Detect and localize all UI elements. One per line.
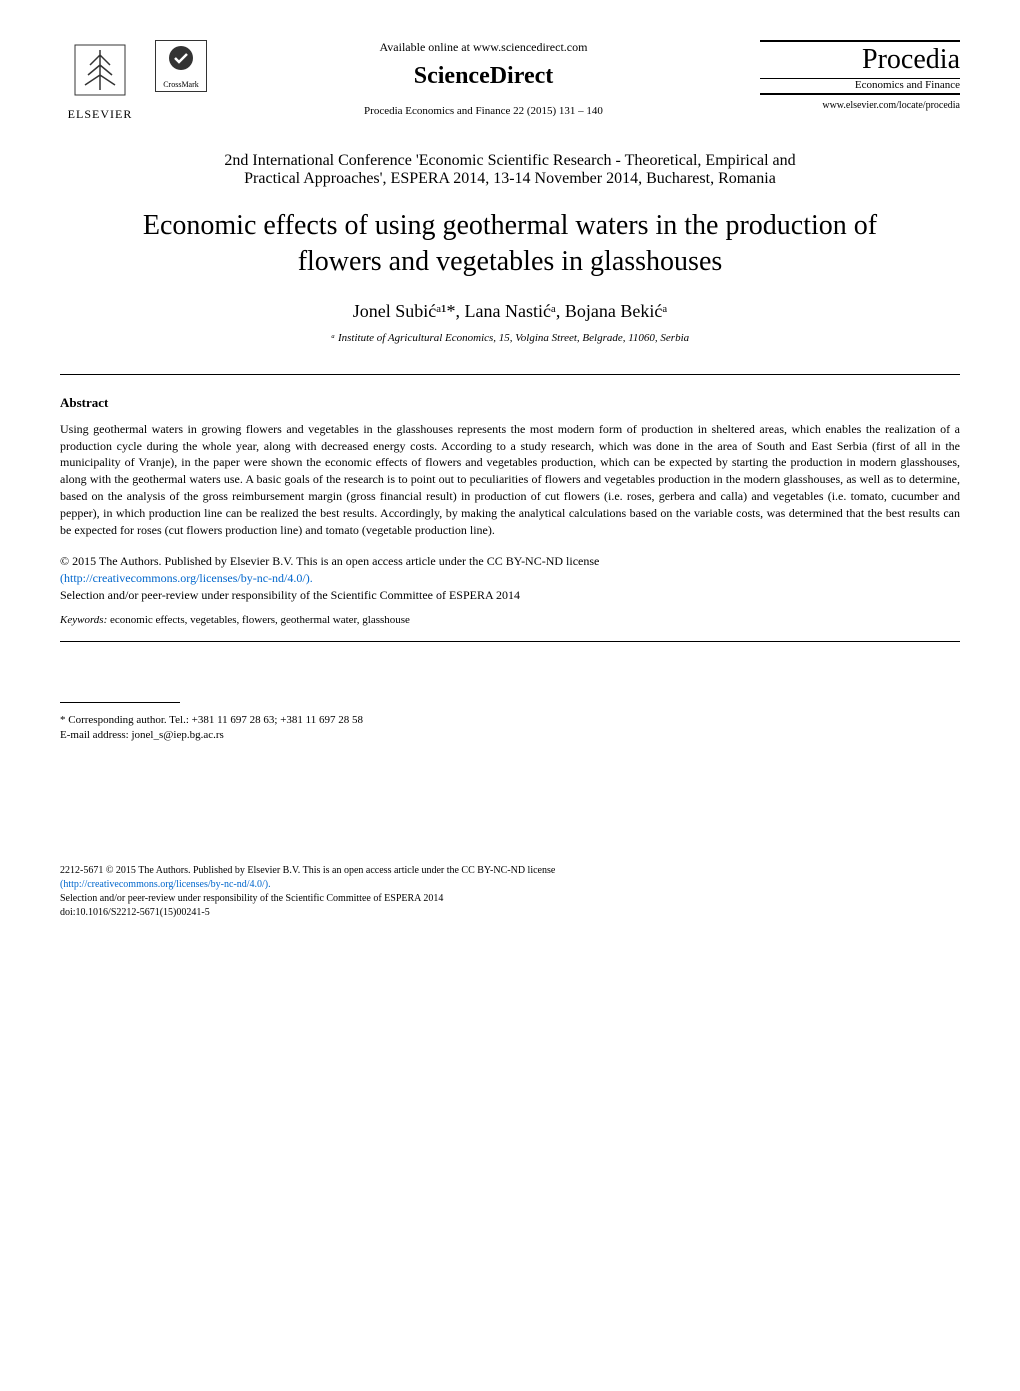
copyright-text: © 2015 The Authors. Published by Elsevie… xyxy=(60,554,599,568)
paper-title: Economic effects of using geothermal wat… xyxy=(60,208,960,281)
divider-bottom xyxy=(60,641,960,642)
journal-reference: Procedia Economics and Finance 22 (2015)… xyxy=(227,105,740,117)
elsevier-label: ELSEVIER xyxy=(60,107,140,122)
header-right: Procedia Economics and Finance www.elsev… xyxy=(760,40,960,111)
authors: Jonel Subićᵃ¹*, Lana Nastićᵃ, Bojana Bek… xyxy=(60,301,960,322)
crossmark-label: CrossMark xyxy=(163,80,199,89)
abstract-heading: Abstract xyxy=(60,395,960,411)
header-left: ELSEVIER CrossMark xyxy=(60,40,207,122)
footnote: * Corresponding author. Tel.: +381 11 69… xyxy=(60,713,960,744)
footer-selection: Selection and/or peer-review under respo… xyxy=(60,892,960,906)
crossmark-icon xyxy=(166,43,196,80)
email-address: E-mail address: jonel_s@iep.bg.ac.rs xyxy=(60,728,960,743)
keywords-label: Keywords: xyxy=(60,614,107,626)
license-block: © 2015 The Authors. Published by Elsevie… xyxy=(60,553,960,603)
title-line-1: Economic effects of using geothermal wat… xyxy=(60,208,960,244)
elsevier-tree-icon xyxy=(60,40,140,107)
crossmark-badge[interactable]: CrossMark xyxy=(155,40,207,92)
footer-doi: doi:10.1016/S2212-5671(15)00241-5 xyxy=(60,906,960,920)
procedia-title: Procedia xyxy=(760,40,960,79)
affiliation: ᵃ Institute of Agricultural Economics, 1… xyxy=(60,332,960,344)
conference-line-1: 2nd International Conference 'Economic S… xyxy=(60,152,960,170)
page-header: ELSEVIER CrossMark Available online at w… xyxy=(60,40,960,122)
sciencedirect-logo: ScienceDirect xyxy=(227,63,740,90)
elsevier-logo: ELSEVIER xyxy=(60,40,140,122)
conference-line-2: Practical Approaches', ESPERA 2014, 13-1… xyxy=(60,170,960,188)
corresponding-author: * Corresponding author. Tel.: +381 11 69… xyxy=(60,713,960,728)
conference-info: 2nd International Conference 'Economic S… xyxy=(60,152,960,188)
keywords-text: economic effects, vegetables, flowers, g… xyxy=(107,614,410,626)
procedia-subtitle: Economics and Finance xyxy=(760,79,960,95)
title-line-2: flowers and vegetables in glasshouses xyxy=(60,244,960,280)
abstract-text: Using geothermal waters in growing flowe… xyxy=(60,421,960,539)
divider-top xyxy=(60,374,960,375)
available-online-text: Available online at www.sciencedirect.co… xyxy=(227,40,740,55)
footnote-divider xyxy=(60,702,180,703)
page-footer: 2212-5671 © 2015 The Authors. Published … xyxy=(60,864,960,920)
keywords: Keywords: economic effects, vegetables, … xyxy=(60,614,960,626)
footer-copyright: 2212-5671 © 2015 The Authors. Published … xyxy=(60,864,960,878)
header-center: Available online at www.sciencedirect.co… xyxy=(207,40,760,117)
license-link[interactable]: (http://creativecommons.org/licenses/by-… xyxy=(60,571,313,585)
footer-license-link[interactable]: (http://creativecommons.org/licenses/by-… xyxy=(60,878,960,892)
selection-text: Selection and/or peer-review under respo… xyxy=(60,588,520,602)
journal-url: www.elsevier.com/locate/procedia xyxy=(760,100,960,111)
